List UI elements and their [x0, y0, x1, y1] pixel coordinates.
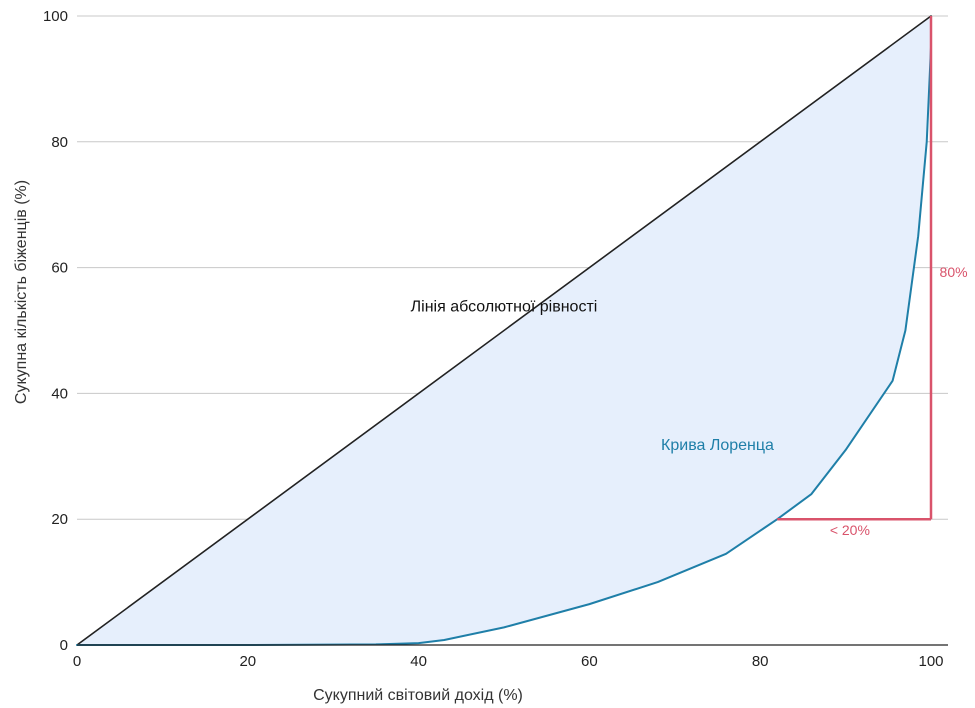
- y-tick-label-60: 60: [51, 260, 68, 277]
- y-tick-label-0: 0: [60, 637, 68, 654]
- x-tick-label-60: 60: [581, 653, 598, 670]
- x-tick-label-100: 100: [918, 653, 943, 670]
- highlight-80-label: 80%: [940, 264, 968, 280]
- y-tick-label-80: 80: [51, 134, 68, 151]
- highlight-20-label: < 20%: [830, 522, 870, 538]
- y-tick-label-40: 40: [51, 385, 68, 402]
- lorenz-curve: [76, 46, 932, 646]
- x-axis-title: Сукупний світовий дохід (%): [313, 687, 523, 704]
- highlight-bracket: [777, 16, 933, 521]
- x-tick-label-80: 80: [752, 653, 769, 670]
- axes: 0 20 40 60 80 100 0 20 40 60 80 100: [43, 8, 948, 670]
- equality-line: [76, 15, 932, 646]
- x-tick-label-0: 0: [73, 653, 81, 670]
- x-tick-label-20: 20: [239, 653, 256, 670]
- annotations: Лінія абсолютної рівності Крива Лоренца 80…: [411, 264, 968, 538]
- y-tick-label-20: 20: [51, 511, 68, 528]
- y-axis-title: Сукупна кількість біженців (%): [13, 180, 30, 404]
- y-tick-label-100: 100: [43, 8, 68, 25]
- series-lines: [76, 15, 932, 646]
- equality-line-label: Лінія абсолютної рівності: [411, 299, 598, 316]
- x-tick-label-40: 40: [410, 653, 427, 670]
- lorenz-curve-label: Крива Лоренца: [661, 437, 774, 454]
